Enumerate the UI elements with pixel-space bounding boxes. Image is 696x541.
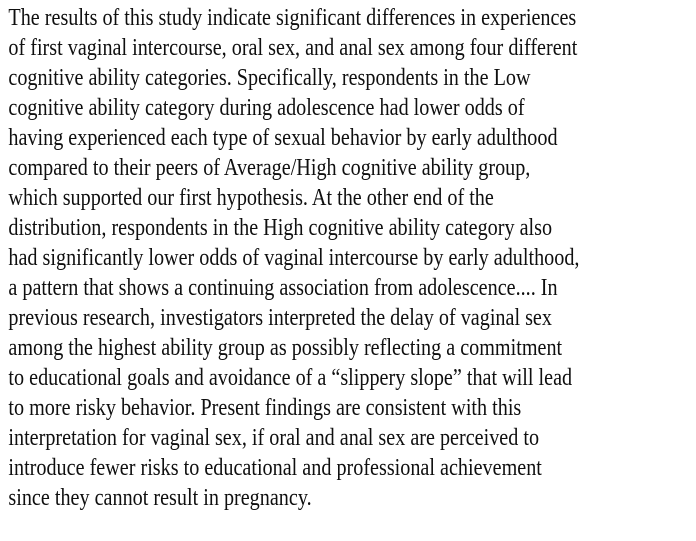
text-line: cognitive ability category during adoles…: [8, 95, 525, 121]
text-line: cognitive ability categories. Specifical…: [8, 65, 531, 91]
study-results-paragraph: The results of this study indicate signi…: [8, 5, 580, 511]
text-line: had significantly lower odds of vaginal …: [8, 245, 580, 271]
text-line: of first vaginal intercourse, oral sex, …: [8, 35, 578, 61]
text-line: compared to their peers of Average/High …: [8, 155, 531, 181]
text-line: The results of this study indicate signi…: [8, 5, 577, 31]
text-line: previous research, investigators interpr…: [8, 305, 552, 331]
text-line: among the highest ability group as possi…: [8, 335, 563, 361]
text-line: which supported our first hypothesis. At…: [8, 185, 494, 211]
text-line: a pattern that shows a continuing associ…: [8, 275, 558, 301]
text-line: since they cannot result in pregnancy.: [8, 485, 312, 511]
text-line: distribution, respondents in the High co…: [8, 215, 553, 241]
text-line: introduce fewer risks to educational and…: [8, 455, 542, 481]
text-line: having experienced each type of sexual b…: [8, 125, 558, 151]
text-line: interpretation for vaginal sex, if oral …: [8, 425, 540, 451]
text-line: to more risky behavior. Present findings…: [8, 395, 522, 421]
text-line: to educational goals and avoidance of a …: [8, 365, 573, 391]
